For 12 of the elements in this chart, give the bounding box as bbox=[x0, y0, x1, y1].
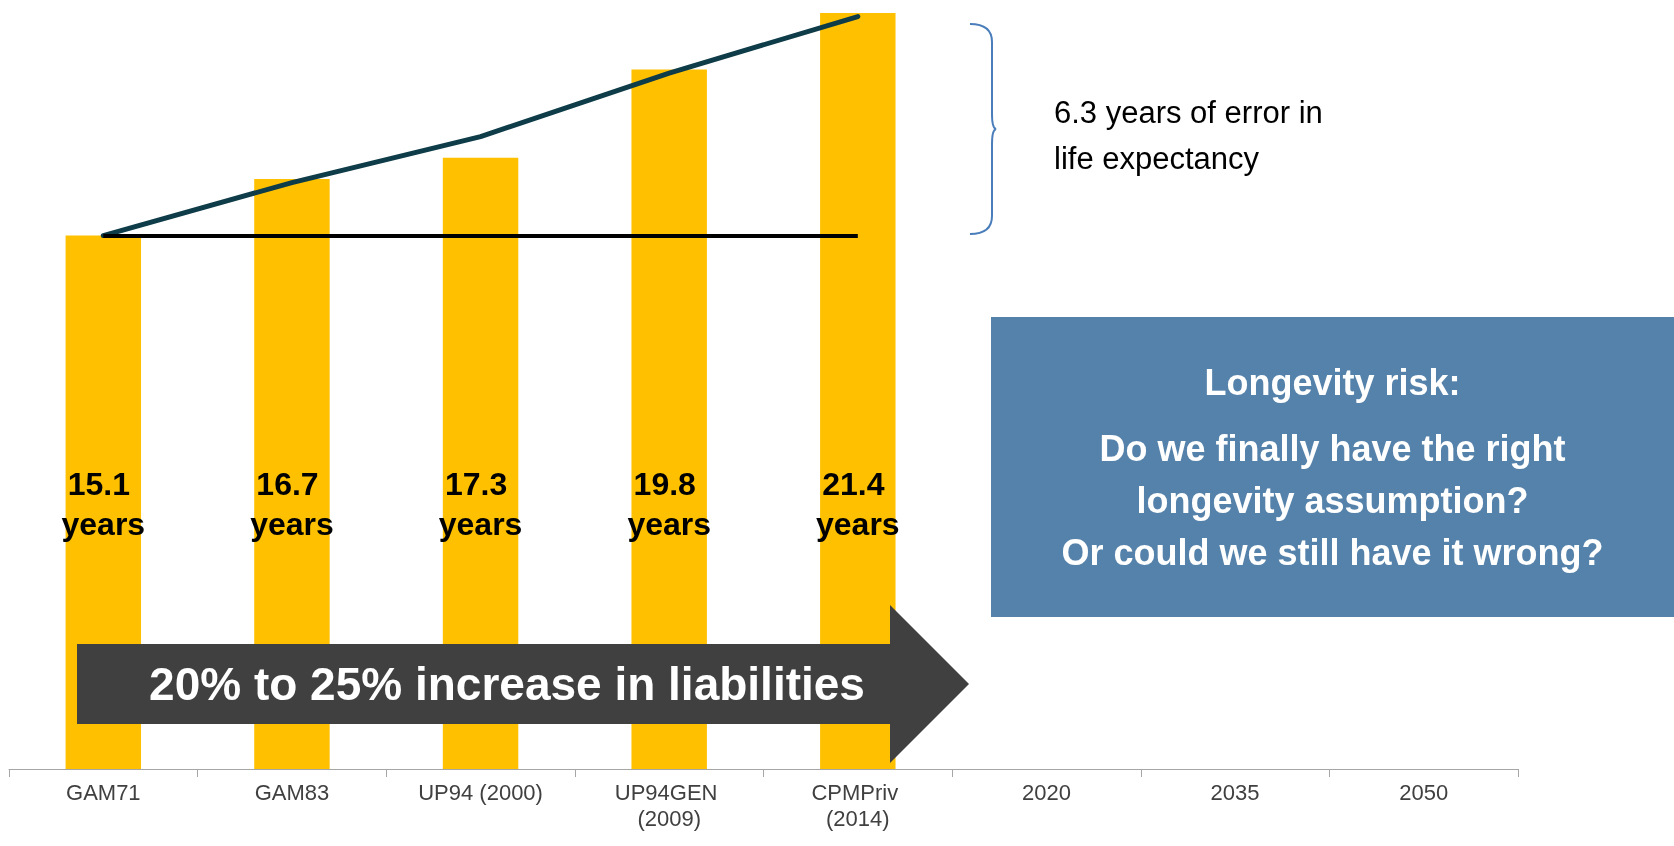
x-tick-label: CPMPriv (2014) bbox=[811, 779, 905, 831]
x-tick-label: GAM71 bbox=[66, 779, 141, 805]
annotation: 6.3 years of error in life expectancy bbox=[1054, 94, 1324, 178]
x-tick-label: UP94GEN (2009) bbox=[614, 779, 724, 831]
x-tick-label: 2035 bbox=[1210, 779, 1260, 805]
x-tick-label: GAM83 bbox=[254, 779, 330, 805]
x-tick-label: 2020 bbox=[1021, 779, 1071, 805]
x-tick-label: UP94 (2000) bbox=[418, 779, 543, 805]
x-tick-label: 2050 bbox=[1399, 779, 1449, 805]
annotation: Do we finally have the right longevity assumption? Or could we still have it wrong? bbox=[1060, 427, 1605, 575]
annotation: Longevity risk: bbox=[1203, 361, 1462, 405]
annotation: 20% to 25% increase in liabilities bbox=[148, 657, 866, 712]
